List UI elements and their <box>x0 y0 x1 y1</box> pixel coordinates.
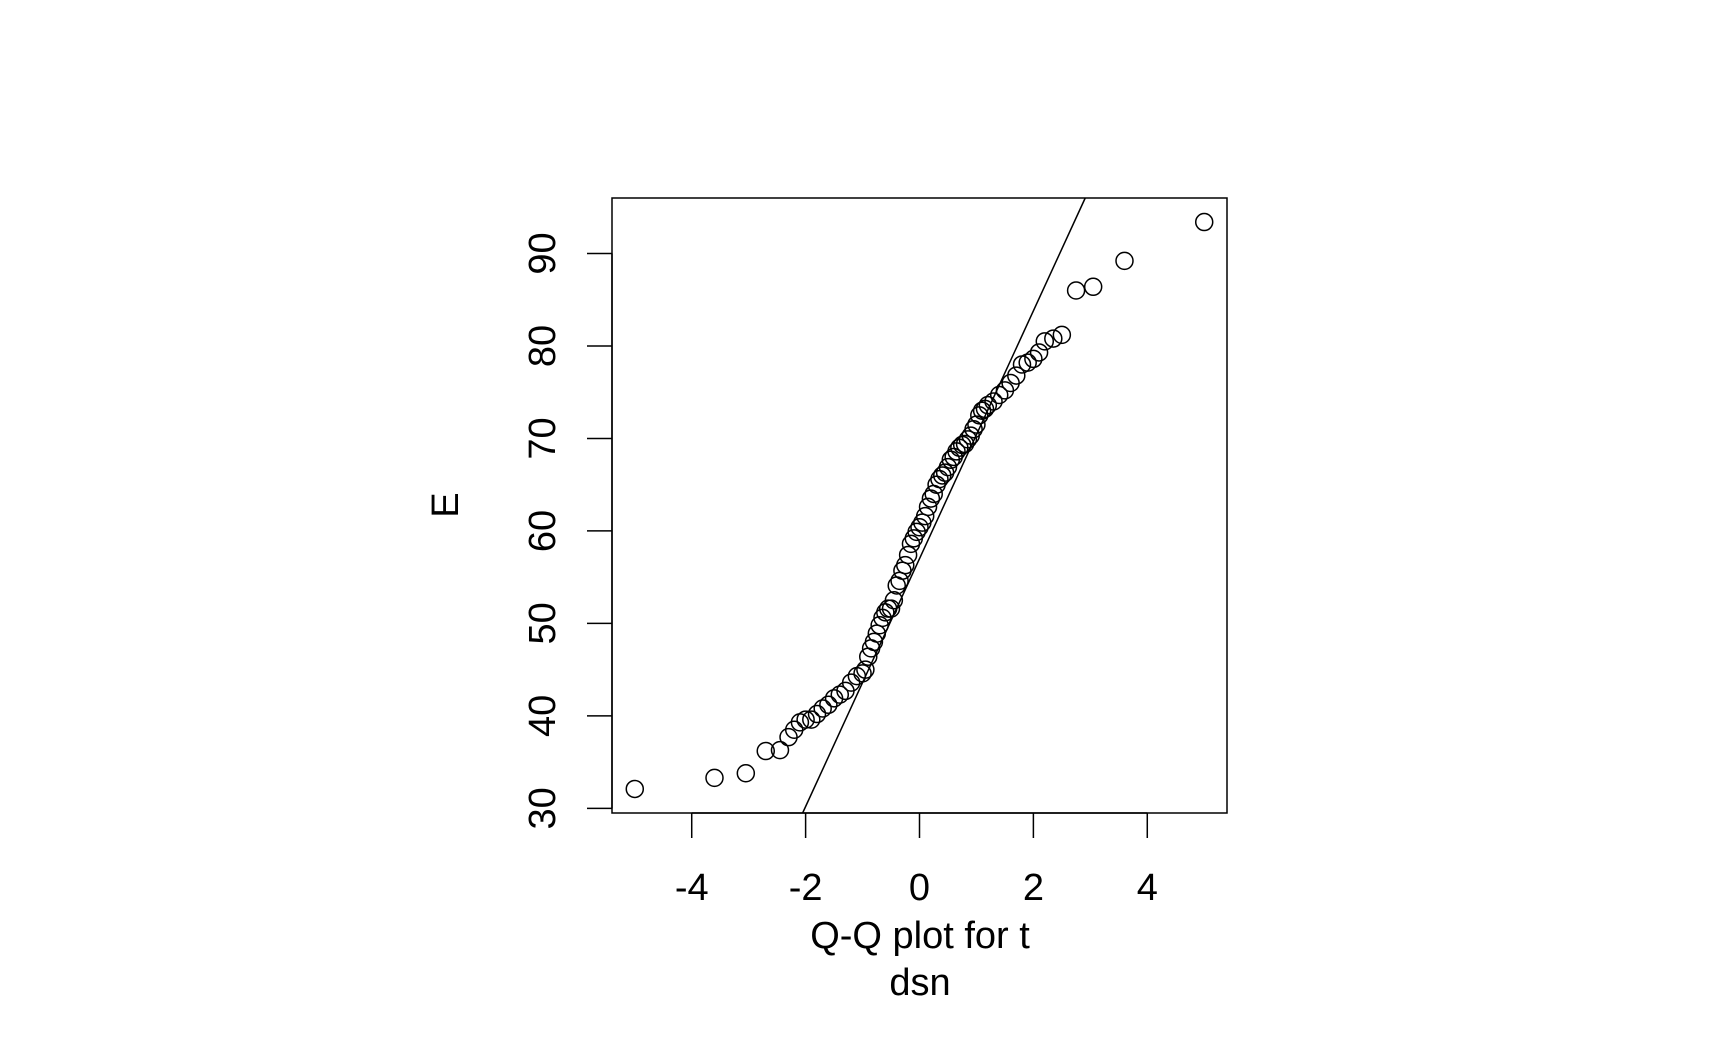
data-point <box>972 401 992 420</box>
data-point <box>910 517 929 537</box>
data-point <box>898 545 918 565</box>
y-axis: 30 40 50 60 70 80 90 <box>522 232 613 830</box>
data-point <box>896 555 915 575</box>
data-point <box>1001 373 1020 393</box>
data-point <box>978 395 998 415</box>
data-point <box>890 571 909 591</box>
data-point <box>770 740 790 760</box>
data-point <box>796 710 815 729</box>
data-point <box>915 506 935 526</box>
x-tick-label: 2 <box>1023 867 1044 909</box>
reference-line <box>801 197 1086 814</box>
data-point <box>625 779 645 799</box>
data-point <box>1066 281 1086 300</box>
y-tick-label: 70 <box>522 417 564 459</box>
y-tick-label: 80 <box>522 325 564 367</box>
data-point <box>881 599 901 618</box>
data-point <box>1083 277 1103 297</box>
y-tick-label: 40 <box>522 695 564 737</box>
data-point <box>705 768 724 788</box>
data-point <box>1115 251 1134 271</box>
data-point <box>1024 349 1043 369</box>
y-tick-label: 30 <box>522 787 564 829</box>
data-point <box>807 704 827 724</box>
data-point <box>1194 212 1214 232</box>
x-tick-label: 4 <box>1137 867 1158 909</box>
data-point <box>1029 343 1049 362</box>
x-tick-label: -4 <box>675 867 709 909</box>
y-tick-label: 90 <box>522 232 564 274</box>
data-point <box>1035 332 1055 351</box>
y-axis-title: E <box>425 492 467 517</box>
data-point <box>830 685 850 704</box>
points-layer <box>625 212 1214 799</box>
x-axis: -4 -2 0 2 4 <box>675 812 1158 909</box>
x-axis-subtitle: dsn <box>889 962 950 1004</box>
y-tick-label: 50 <box>522 602 564 644</box>
data-point <box>784 720 804 740</box>
x-axis-title: Q-Q plot for t <box>810 915 1030 957</box>
data-point <box>1052 325 1072 345</box>
data-point <box>819 695 838 715</box>
data-point <box>802 710 821 729</box>
data-point <box>1007 366 1026 385</box>
data-point <box>918 497 938 517</box>
data-point <box>1018 353 1037 372</box>
data-point <box>958 430 978 449</box>
data-point <box>864 632 884 652</box>
x-tick-label: 0 <box>909 867 930 909</box>
data-point <box>984 392 1003 411</box>
y-tick-label: 60 <box>522 510 564 552</box>
data-point <box>841 673 861 692</box>
data-point <box>1044 329 1063 348</box>
data-point <box>884 591 904 610</box>
data-point <box>813 699 832 718</box>
data-point <box>736 763 756 783</box>
data-point <box>779 727 798 747</box>
data-point <box>938 457 958 477</box>
data-point <box>756 741 775 761</box>
data-point <box>907 522 926 542</box>
x-tick-label: -2 <box>789 867 823 909</box>
